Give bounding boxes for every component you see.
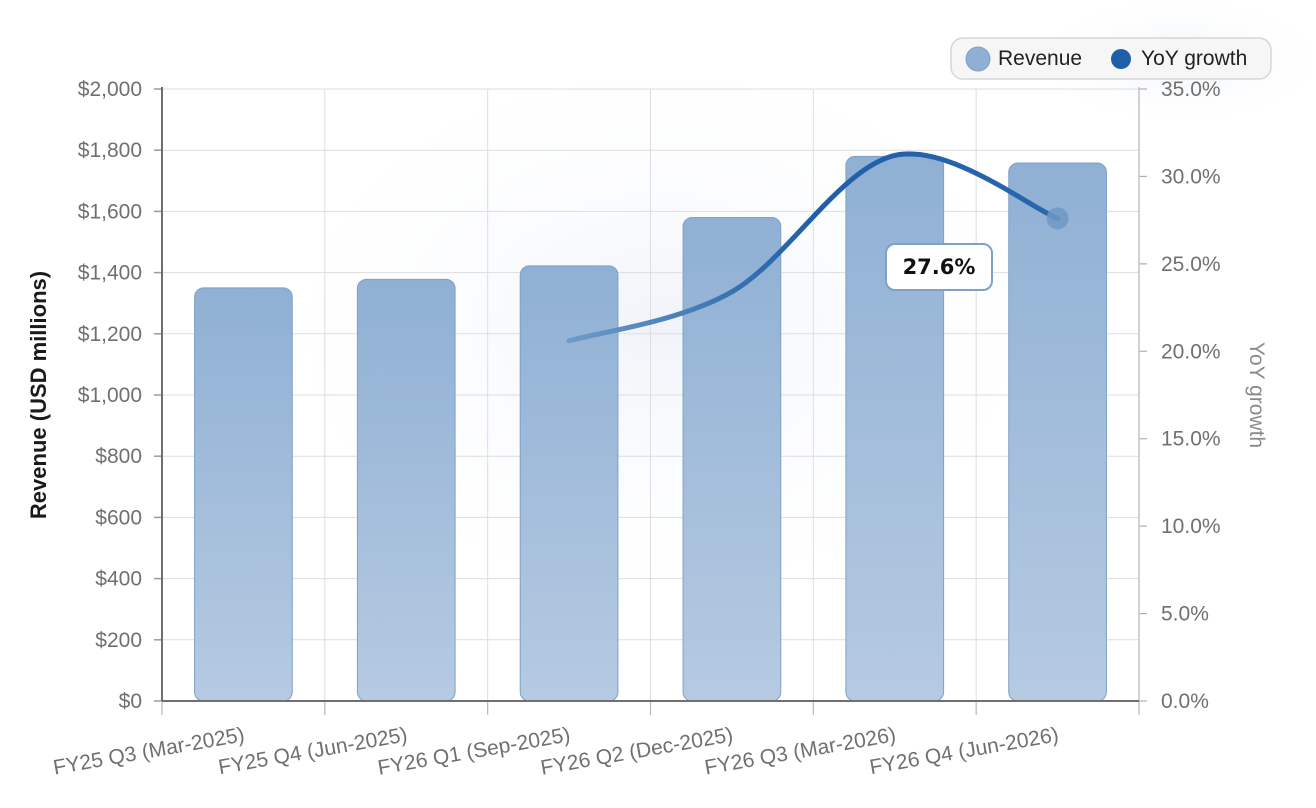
revenue-bar (1008, 162, 1107, 702)
left-tick-label: $1,200 (78, 323, 142, 346)
revenue-bar (845, 155, 945, 702)
legend[interactable]: Revenue YoY growth (950, 37, 1272, 80)
right-tick-label: 25.0% (1161, 253, 1221, 276)
yoy-growth-line (566, 151, 1069, 344)
revenue-bars (194, 155, 1107, 702)
left-axis-title: Revenue (USD millions) (26, 271, 51, 519)
right-tick-label: 0.0% (1161, 690, 1209, 713)
yoy-growth-path (566, 151, 1061, 344)
right-tick-label: 5.0% (1161, 603, 1209, 626)
right-tick-label: 30.0% (1161, 165, 1221, 188)
left-tick-label: $200 (95, 629, 142, 652)
x-tick-label: FY26 Q4 (Jun-2026) (868, 723, 1061, 779)
left-tick-label: $800 (95, 445, 142, 468)
axes (154, 87, 1147, 715)
legend-label-yoy-growth[interactable]: YoY growth (1141, 47, 1247, 70)
right-tick-label: 20.0% (1161, 340, 1221, 363)
left-tick-label: $2,000 (78, 78, 142, 101)
legend-swatch-revenue[interactable] (965, 46, 991, 72)
x-tick-label: FY25 Q3 (Mar-2025) (51, 723, 246, 779)
growth-callout-label: 27.6% (903, 255, 976, 279)
legend-swatch-yoy-growth[interactable] (1111, 49, 1131, 69)
growth-callout: 27.6% (885, 243, 993, 291)
left-tick-label: $1,400 (78, 262, 142, 285)
right-axis-title: YoY growth (1245, 342, 1268, 448)
legend-label-revenue[interactable]: Revenue (998, 47, 1082, 70)
left-tick-label: $0 (119, 690, 142, 713)
legend-box (950, 37, 1272, 80)
revenue-bar (356, 278, 456, 702)
left-tick-label: $400 (95, 568, 142, 591)
right-tick-label: 35.0% (1161, 78, 1221, 101)
left-tick-label: $600 (95, 506, 142, 529)
growth-callout-box (885, 243, 993, 291)
right-tick-label: 10.0% (1161, 515, 1221, 538)
revenue-bar (194, 287, 293, 702)
left-tick-label: $1,000 (78, 384, 142, 407)
right-tick-label: 15.0% (1161, 428, 1221, 451)
left-tick-label: $1,800 (78, 139, 142, 162)
yoy-growth-point (1046, 207, 1069, 230)
left-tick-label: $1,600 (78, 200, 142, 223)
